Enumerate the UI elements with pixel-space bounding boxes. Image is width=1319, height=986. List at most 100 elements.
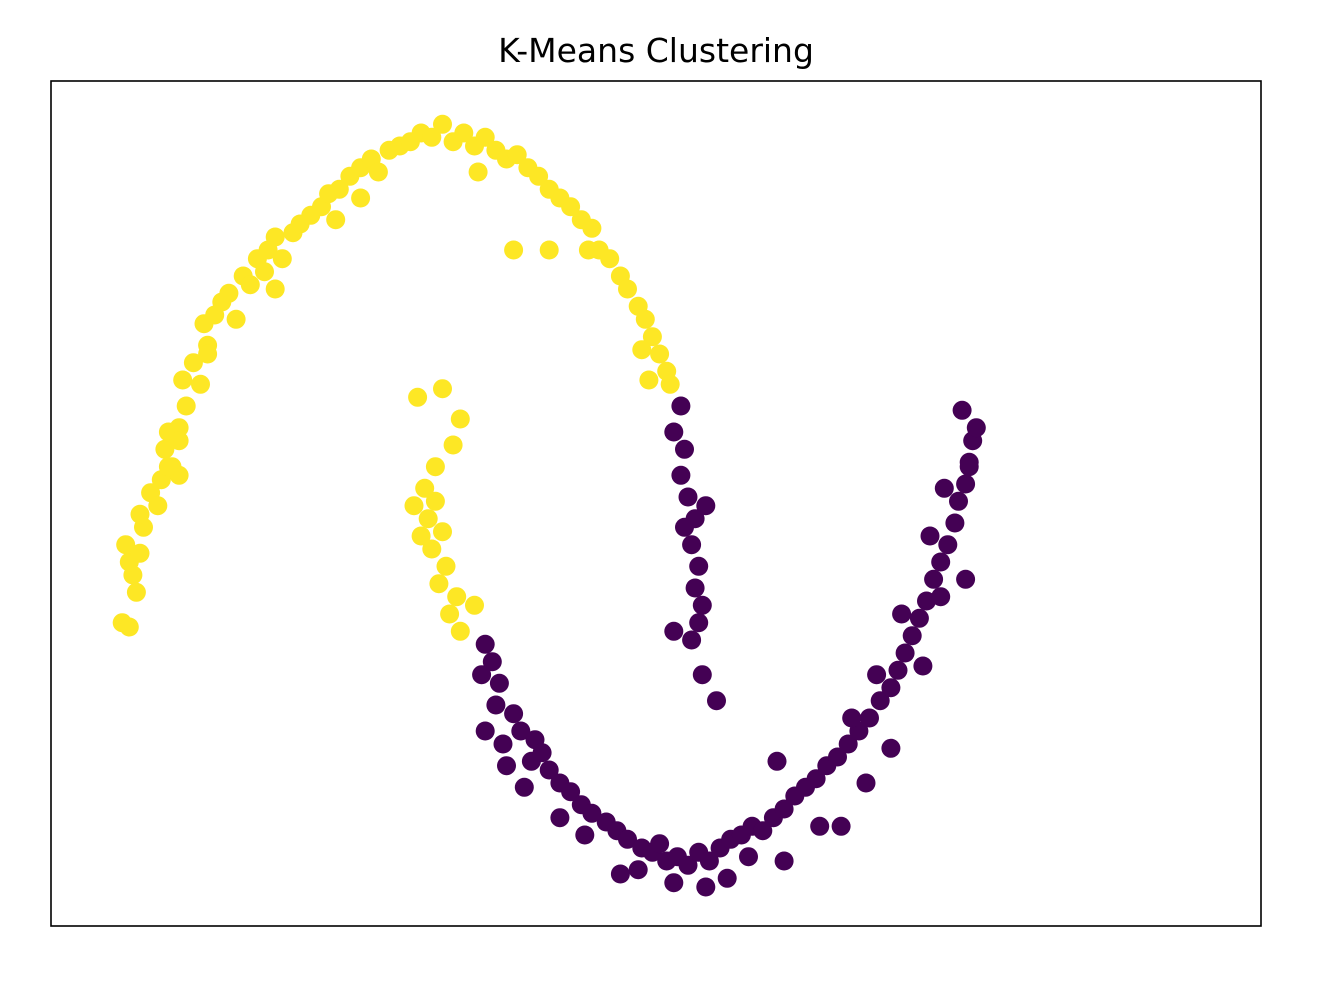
scatter-point-cluster-1 [909, 608, 929, 628]
scatter-point-cluster-0 [169, 418, 189, 438]
scatter-point-cluster-1 [902, 626, 922, 646]
scatter-point-cluster-1 [692, 665, 712, 685]
scatter-point-cluster-0 [450, 621, 470, 641]
scatter-point-cluster-1 [860, 708, 879, 728]
scatter-point-cluster-1 [628, 860, 648, 880]
scatter-point-cluster-0 [433, 114, 452, 134]
scatter-point-cluster-0 [447, 587, 467, 607]
scatter-point-cluster-1 [682, 535, 702, 555]
scatter-point-cluster-0 [226, 309, 246, 329]
scatter-point-cluster-1 [892, 604, 912, 624]
scatter-point-cluster-1 [842, 708, 862, 728]
scatter-point-cluster-0 [507, 145, 527, 165]
scatter-point-cluster-0 [176, 396, 196, 416]
scatter-point-cluster-1 [671, 396, 691, 416]
scatter-point-cluster-1 [856, 773, 876, 793]
scatter-point-cluster-0 [116, 535, 136, 555]
scatter-point-cluster-1 [806, 769, 826, 789]
scatter-point-cluster-1 [956, 569, 976, 589]
scatter-point-cluster-1 [504, 704, 524, 724]
scatter-point-cluster-1 [774, 799, 794, 819]
scatter-point-cluster-1 [828, 747, 847, 767]
scatter-point-cluster-1 [913, 656, 933, 676]
scatter-point-cluster-0 [440, 604, 460, 624]
scatter-point-cluster-0 [219, 283, 239, 303]
scatter-point-cluster-1 [664, 422, 684, 442]
scatter-point-cluster-1 [685, 578, 705, 598]
scatter-point-cluster-1 [696, 877, 716, 897]
chart-title: K-Means Clustering [498, 31, 814, 70]
scatter-point-cluster-0 [130, 504, 150, 524]
scatter-point-cluster-1 [671, 465, 691, 485]
scatter-point-cluster-1 [550, 808, 570, 828]
scatter-point-cluster-0 [600, 249, 620, 269]
scatter-point-cluster-1 [838, 734, 858, 754]
scatter-point-cluster-1 [931, 552, 951, 572]
scatter-point-cluster-0 [635, 309, 655, 329]
scatter-point-cluster-0 [329, 179, 349, 199]
scatter-point-cluster-1 [489, 673, 509, 693]
scatter-point-cluster-1 [610, 864, 630, 884]
scatter-point-cluster-0 [158, 457, 178, 477]
scatter-point-cluster-0 [632, 340, 652, 360]
scatter-point-cluster-1 [675, 517, 694, 537]
scatter-point-cluster-1 [682, 630, 702, 650]
scatter-point-cluster-1 [952, 400, 972, 420]
scatter-point-cluster-0 [650, 344, 670, 364]
scatter-point-cluster-0 [429, 574, 449, 594]
scatter-point-cluster-0 [368, 162, 388, 182]
scatter-point-cluster-1 [920, 526, 940, 546]
scatter-point-cluster-1 [678, 855, 698, 875]
scatter-point-cluster-0 [183, 353, 203, 373]
scatter-point-cluster-1 [774, 851, 794, 871]
scatter-point-cluster-0 [578, 240, 598, 260]
scatter-point-cluster-0 [191, 374, 210, 394]
scatter-point-cluster-1 [664, 873, 684, 893]
scatter-point-cluster-1 [924, 569, 944, 589]
scatter-point-cluster-1 [753, 821, 773, 841]
scatter-point-cluster-1 [486, 695, 506, 715]
scatter-point-cluster-0 [119, 617, 139, 637]
scatter-point-cluster-0 [404, 496, 424, 516]
scatter-point-cluster-0 [130, 543, 150, 563]
scatter-point-cluster-1 [945, 513, 965, 533]
scatter-point-cluster-0 [148, 496, 168, 516]
scatter-point-cluster-1 [934, 478, 954, 498]
scatter-point-cluster-0 [468, 162, 488, 182]
scatter-point-cluster-0 [582, 218, 602, 238]
scatter-point-cluster-1 [561, 782, 581, 802]
scatter-point-cluster-0 [529, 166, 549, 186]
scatter-point-cluster-0 [561, 197, 581, 217]
scatter-point-cluster-0 [660, 374, 680, 394]
scatter-point-cluster-1 [966, 418, 986, 438]
scatter-point-cluster-1 [767, 751, 787, 771]
scatter-point-cluster-0 [425, 491, 445, 511]
scatter-point-cluster-0 [450, 409, 470, 429]
scatter-point-cluster-1 [678, 487, 698, 507]
scatter-point-cluster-1 [482, 652, 502, 672]
scatter-point-cluster-0 [433, 379, 452, 399]
scatter-point-cluster-1 [675, 439, 694, 459]
scatter-point-cluster-1 [511, 721, 531, 741]
scatter-point-cluster-1 [514, 777, 534, 797]
scatter-point-cluster-0 [504, 240, 524, 260]
scatter-point-cluster-1 [810, 816, 830, 836]
scatter-point-cluster-0 [411, 526, 431, 546]
scatter-point-cluster-1 [949, 491, 968, 511]
scatter-point-cluster-1 [717, 868, 737, 888]
scatter-point-cluster-0 [475, 127, 495, 147]
scatter-point-cluster-1 [870, 691, 890, 711]
scatter-point-cluster-1 [895, 643, 915, 663]
scatter-point-cluster-0 [443, 435, 463, 455]
scatter-point-cluster-0 [454, 123, 474, 143]
scatter-point-cluster-0 [422, 127, 442, 147]
scatter-point-cluster-1 [739, 847, 758, 867]
scatter-point-cluster-1 [959, 457, 979, 477]
scatter-point-cluster-0 [351, 188, 371, 208]
scatter-point-cluster-1 [472, 665, 492, 685]
scatter-point-cluster-1 [664, 621, 684, 641]
scatter-point-cluster-0 [126, 582, 146, 602]
scatter-point-cluster-1 [881, 678, 901, 698]
scatter-point-cluster-1 [689, 556, 709, 576]
